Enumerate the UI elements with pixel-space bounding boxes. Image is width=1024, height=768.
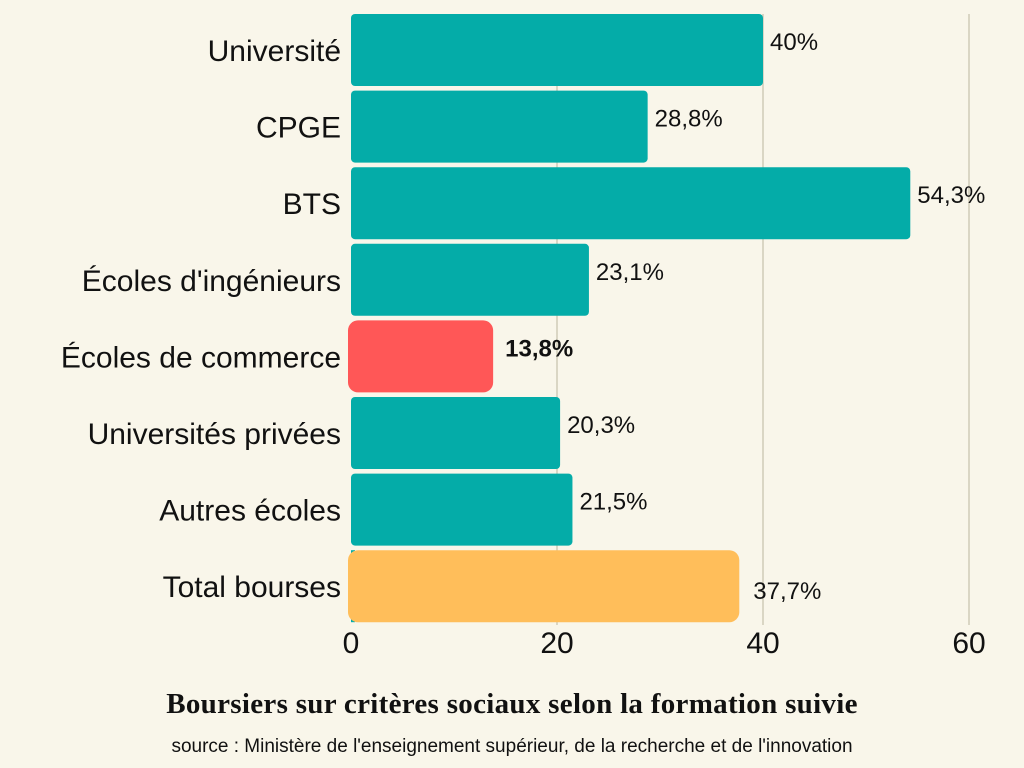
value-label: 37,7% (753, 578, 821, 605)
category-label: CPGE (256, 112, 341, 145)
value-label: 23,1% (596, 259, 664, 286)
category-label: Université (208, 35, 341, 68)
x-tick-label: 60 (952, 627, 985, 660)
value-label: 20,3% (567, 412, 635, 439)
value-label: 40% (770, 29, 818, 56)
category-label: Total bourses (163, 571, 341, 604)
bar (351, 90, 648, 163)
bar (348, 320, 494, 393)
bar (351, 243, 589, 316)
category-label: BTS (283, 188, 341, 221)
x-axis-ticks: 0 20 40 60 (343, 627, 986, 660)
bar (351, 473, 573, 546)
bar (351, 167, 911, 240)
value-label: 21,5% (579, 489, 647, 516)
chart-source: source : Ministère de l'enseignement sup… (171, 736, 853, 757)
category-label: Écoles d'ingénieurs (82, 265, 341, 298)
bar-chart: Université 40% CPGE 28,8% BTS 54,3% Écoles d'i… (61, 14, 986, 660)
bar (351, 397, 561, 469)
value-label: 28,8% (655, 106, 723, 133)
value-label: 54,3% (917, 182, 985, 209)
x-tick-label: 20 (540, 627, 573, 660)
x-tick-label: 40 (746, 627, 779, 660)
labels: Université 40% CPGE 28,8% BTS 54,3% Écoles d'i… (61, 29, 985, 605)
chart-title: Boursiers sur critères sociaux selon la … (166, 688, 858, 720)
category-label: Universités privées (88, 418, 341, 451)
category-label: Autres écoles (159, 495, 341, 528)
bar (348, 550, 740, 623)
category-label: Écoles de commerce (61, 341, 341, 374)
value-label: 13,8% (505, 335, 573, 362)
x-tick-label: 0 (343, 627, 360, 660)
bar (351, 14, 763, 86)
bars (348, 14, 911, 623)
